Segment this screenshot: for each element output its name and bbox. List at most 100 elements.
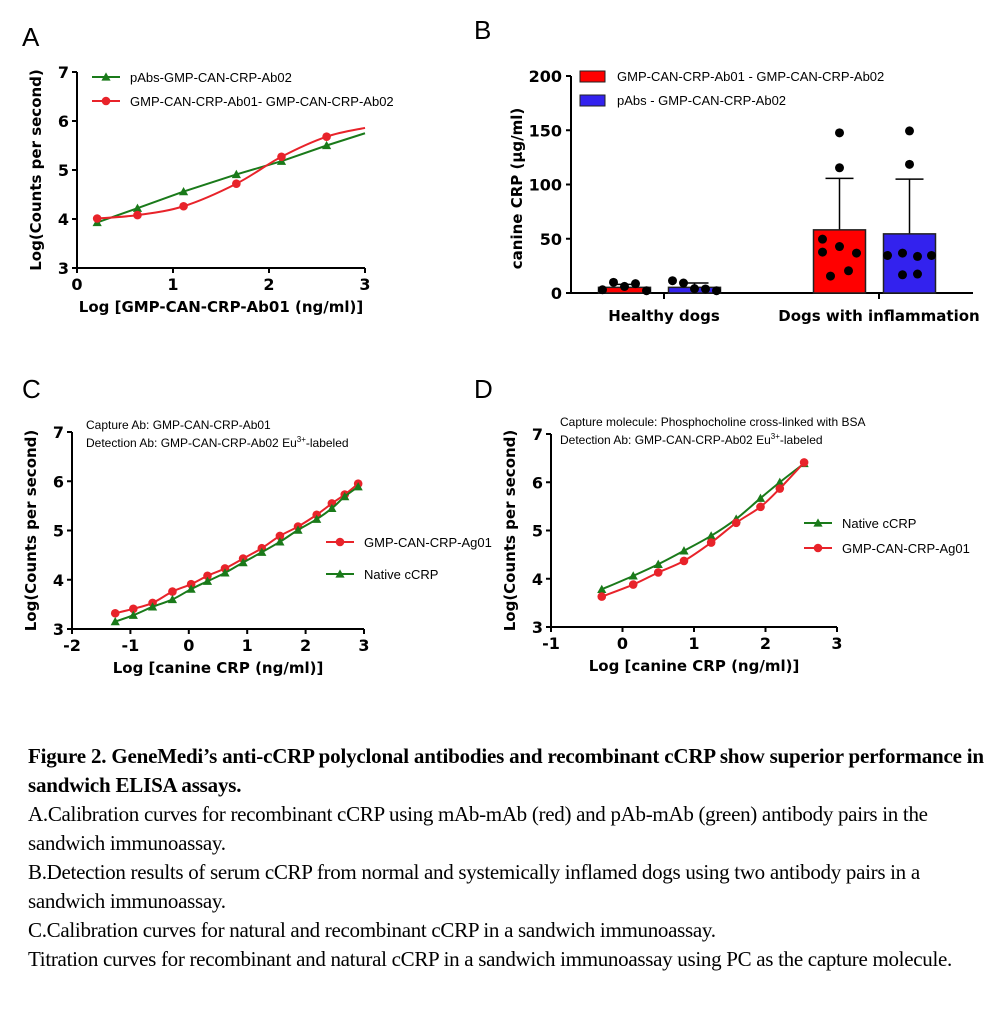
data-point [597,592,607,601]
annotation-text: -labeled [306,436,349,450]
data-point [327,503,337,513]
panel-letter-a: A [22,22,40,52]
data-point [826,271,835,281]
legend-marker [101,72,111,81]
y-axis-label: Log(Counts per second) [501,430,519,632]
category-label: Healthy dogs [608,307,720,325]
data-point [129,604,138,614]
y-tick-label: 6 [53,472,64,491]
legend-marker [335,537,345,547]
data-point [775,477,785,486]
legend-label: pAbs-GMP-CAN-CRP-Ab02 [130,70,292,85]
x-axis-label: Log [GMP-CAN-CRP-Ab01 (ng/ml)] [79,298,363,316]
legend-swatch [579,94,606,107]
series-line [601,462,805,591]
data-point [232,179,241,189]
annotation-text: -labeled [780,433,823,447]
data-point [913,269,922,279]
y-tick-label: 4 [532,570,543,589]
annotation-line: Capture molecule: Phosphocholine cross-l… [560,415,866,429]
data-point [628,580,638,589]
data-point [706,531,716,540]
data-point [257,547,267,556]
y-axis-label: Log(Counts per second) [22,430,40,632]
y-tick-label: 0 [551,284,562,303]
data-point [167,594,178,604]
y-axis-label: canine CRP (μg/ml) [508,108,526,269]
bar [882,233,937,294]
data-point [690,284,699,294]
chart-panel-c: -2 -1 0 1 2 3 3 4 5 6 7 Log [canine CRP (ng/ml)] Log… [22,418,492,677]
y-tick-label: 100 [529,176,562,195]
panel-letter-c: C [22,374,41,404]
y-tick-label: 3 [532,618,543,637]
y-tick-label: 3 [53,620,64,639]
y-tick-label: 4 [58,210,69,229]
data-point [147,602,158,611]
data-point [668,276,677,286]
data-point [818,234,827,244]
x-tick-label: 2 [263,275,274,294]
data-point [835,242,844,252]
legend-label: pAbs - GMP-CAN-CRP-Ab02 [617,93,786,108]
y-tick-label: 150 [529,121,562,140]
annotation-line: Detection Ab: GMP-CAN-CRP-Ab02 Eu3+-labe… [86,435,349,450]
x-tick-label: 2 [300,636,311,655]
caption-line-b: B.Detection results of serum cCRP from n… [28,860,920,913]
data-point [220,568,230,577]
data-point [775,484,785,493]
data-point [679,278,688,288]
data-point [844,266,853,276]
data-point [132,203,143,212]
data-point [835,128,844,138]
data-point [755,493,766,502]
legend-marker [101,96,111,106]
data-point [679,556,689,566]
data-point [731,518,741,528]
legend-label: GMP-CAN-CRP-Ag01 [842,541,970,556]
panel-letter-d: D [474,374,493,404]
chart-panel-a: 0 1 2 3 3 4 5 6 7 Log [GMP-CAN-CRP-Ab01 (ng/ml)] L… [27,63,394,316]
x-tick-label: 0 [617,634,628,653]
annotation-text: Detection Ab: GMP-CAN-CRP-Ab02 Eu [560,433,771,447]
data-point [275,531,285,541]
x-tick-label: 3 [359,275,370,294]
data-point [883,250,892,260]
y-tick-label: 4 [53,571,64,590]
data-point [913,251,922,261]
y-tick-label: 50 [540,230,562,249]
data-point [701,284,710,294]
data-point [905,159,914,169]
legend-label: Native cCRP [842,516,916,531]
data-point [653,568,663,577]
y-tick-label: 3 [58,259,69,278]
caption-line-c: C.Calibration curves for natural and rec… [28,918,716,942]
data-point [312,514,322,523]
x-tick-label: 3 [831,634,842,653]
legend-label: GMP-CAN-CRP-Ab01- GMP-CAN-CRP-Ab02 [130,94,394,109]
data-point [202,576,213,585]
annotation-line: Capture Ab: GMP-CAN-CRP-Ab01 [86,418,271,432]
y-tick-label: 200 [529,67,562,86]
caption-line-d: Titration curves for recombinant and nat… [28,947,952,971]
legend-label: Native cCRP [364,567,438,582]
legend-marker [335,569,345,578]
data-point [186,579,196,589]
data-point [898,270,907,280]
data-point [818,247,827,257]
data-point [128,610,138,619]
annotation-superscript: 3+ [297,435,306,444]
y-tick-label: 5 [532,522,543,541]
x-tick-label: 0 [183,636,194,655]
data-point [168,587,177,596]
x-tick-label: -1 [542,634,560,653]
x-tick-label: -2 [63,636,81,655]
x-tick-label: 3 [358,636,369,655]
data-point [277,152,286,162]
data-point [712,286,721,296]
data-point [275,537,285,546]
data-point [631,279,640,289]
x-tick-label: 0 [71,275,82,294]
series-line [114,482,359,615]
chart-panel-d: -1 0 1 2 3 3 4 5 6 7 Log [canine CRP (ng/ml)] Log(C… [501,415,970,675]
